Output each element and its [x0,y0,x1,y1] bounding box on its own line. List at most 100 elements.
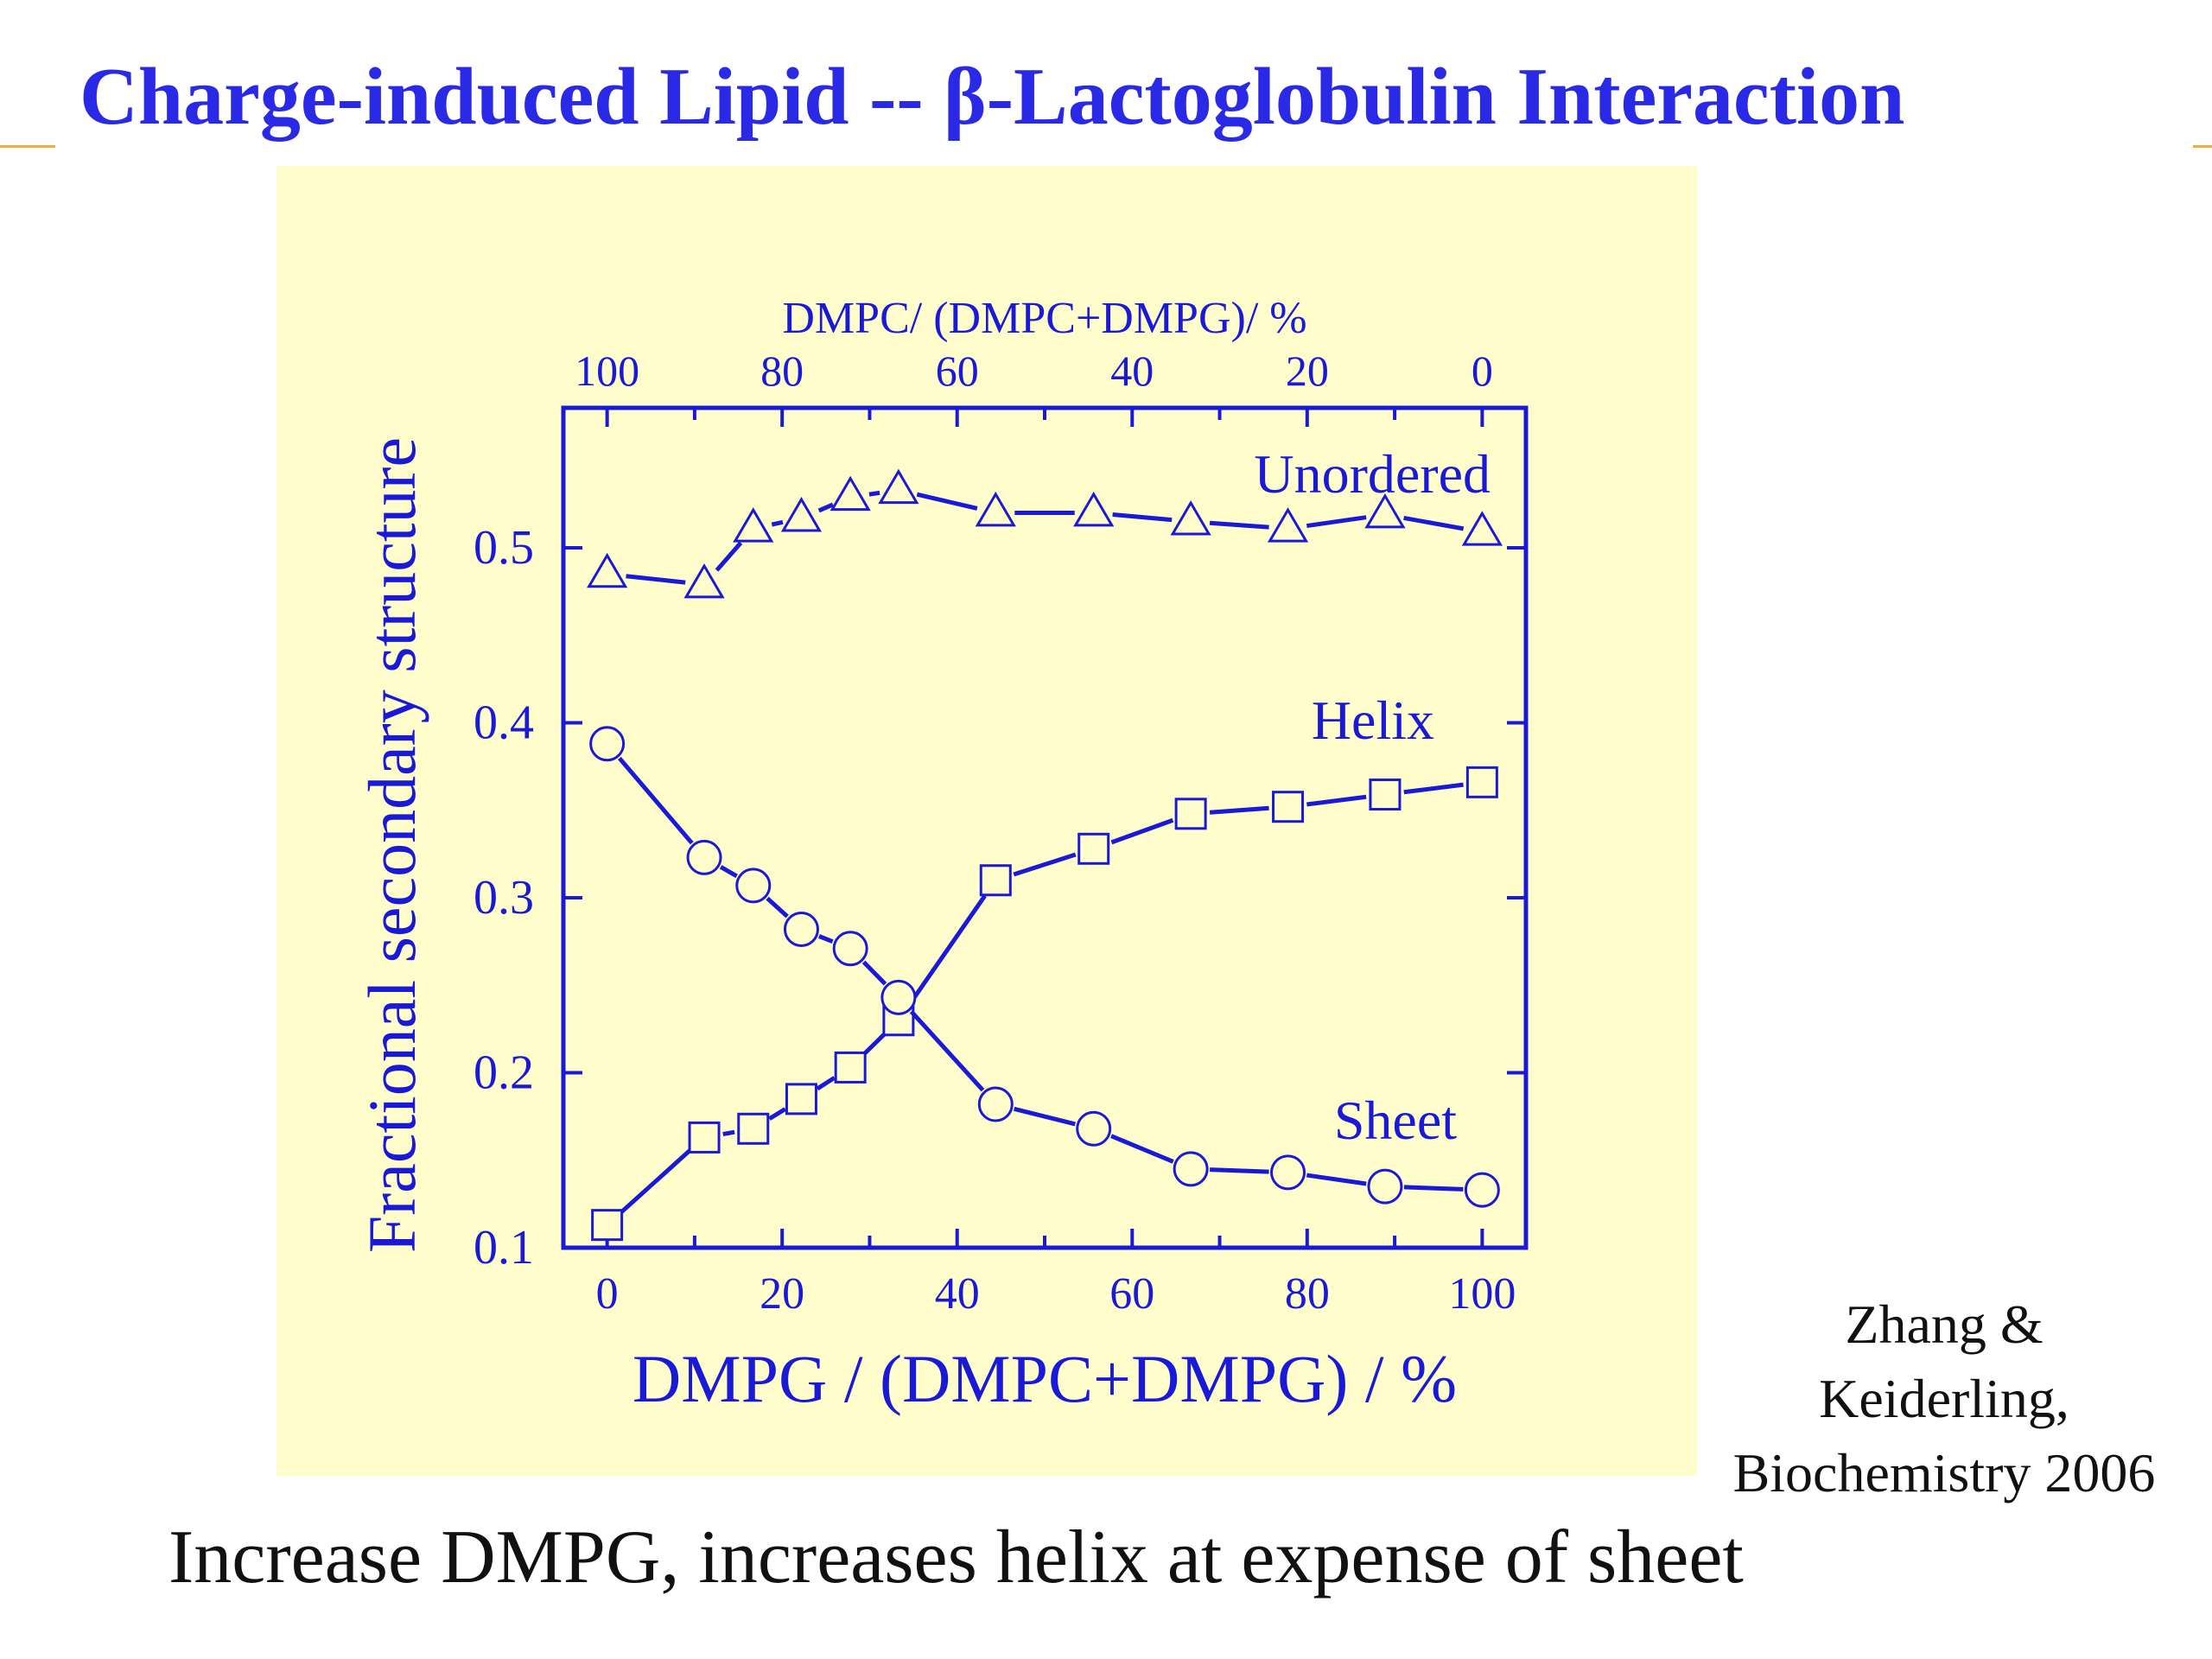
circle-marker [1270,1154,1306,1191]
citation-line-2: Keiderling, [1819,1368,2069,1429]
series-segment [768,1107,787,1121]
series-segment [907,894,987,1007]
circle-marker [880,979,917,1015]
top-axis-label: DMPC/ (DMPC+DMPG)/ % [782,294,1306,343]
series-segment [618,756,694,845]
top-x-tick-label: 100 [575,346,639,395]
series-segment [1209,805,1269,815]
square-marker [834,1051,867,1084]
circle-marker [1464,1172,1500,1208]
slide-title: Charge-induced Lipid -- β-Lactoglobulin … [79,52,1905,142]
x-tick-label: 40 [935,1269,980,1319]
square-marker [688,1121,721,1154]
series-segment [1112,512,1173,523]
series-segment [817,502,834,513]
circle-marker [1173,1151,1209,1187]
series-segment [626,574,686,585]
x-tick-label: 80 [1285,1269,1330,1319]
series-unordered: Unordered [587,443,1503,599]
circle-marker [589,726,626,762]
circle-marker [1367,1168,1403,1205]
series-segment [766,896,789,918]
citation: Zhang & Keiderling, Biochemistry 2006 [1702,1287,2186,1510]
triangle-marker [683,563,725,599]
triangle-marker [1073,491,1115,527]
series-segment [719,865,738,879]
x-tick-label: 0 [596,1269,619,1319]
chart-axes: 0 20 40 60 80 100 100 80 60 40 20 0 0.1 0.2 0.3 0.4 0.5 [474,346,1529,1319]
square-marker [785,1083,817,1116]
square-marker [1174,798,1207,830]
series-helix: Helix [591,690,1498,1242]
square-marker [1272,791,1305,823]
chart-panel [276,166,1697,1476]
square-marker [1465,766,1498,798]
series-segment [818,934,834,944]
citation-line-3: Biochemistry 2006 [1732,1442,2156,1503]
series-segment [861,960,887,986]
circle-marker [832,931,868,967]
top-x-tick-label: 80 [760,346,804,395]
square-marker [737,1112,770,1145]
y-tick-label: 0.5 [474,521,534,575]
x-tick-label: 20 [760,1269,804,1319]
series-segment [1306,515,1367,529]
series-segment [916,492,978,511]
y-tick-label: 0.1 [474,1221,534,1274]
citation-line-1: Zhang & [1845,1294,2044,1355]
series-segment [715,541,743,572]
series-segment [1306,1173,1367,1186]
y-tick-label: 0.3 [474,871,534,925]
square-marker [591,1209,624,1242]
series-segment [862,1032,887,1056]
series-segment [620,1148,692,1214]
series-segment [1110,817,1174,845]
series-segment [771,519,784,527]
series-label: Sheet [1334,1090,1457,1151]
triangle-marker [780,496,823,532]
series-segment [868,490,880,497]
top-x-tick-label: 0 [1471,346,1493,395]
title-rule-left [0,145,55,148]
square-marker [1077,832,1110,865]
series-segment [1013,852,1077,877]
top-x-tick-label: 40 [1110,346,1154,395]
series-segment [1403,1185,1464,1192]
series-segment [1403,782,1464,795]
y-tick-label: 0.2 [474,1046,534,1100]
y-axis-label: Fractional secondary structure [354,437,429,1253]
x-axis-label: DMPG / (DMPC+DMPG) / % [632,1341,1457,1416]
x-tick-label: 60 [1109,1269,1154,1319]
triangle-marker [1461,511,1503,546]
triangle-marker [975,491,1016,527]
series-segment [1014,1106,1076,1127]
series-label: Helix [1312,690,1434,751]
triangle-marker [878,468,919,505]
slide-caption: Increase DMPG, increases helix at expens… [168,1516,1744,1599]
triangle-marker [587,552,628,588]
circle-marker [783,911,819,947]
circle-marker [977,1086,1014,1122]
series-segment [1210,1167,1269,1174]
series-segment [909,1010,985,1092]
circle-marker [1076,1110,1112,1147]
top-x-tick-label: 20 [1286,346,1329,395]
series-segment [816,1076,836,1091]
series-segment [1209,520,1269,530]
circle-marker [686,839,722,875]
triangle-marker [1267,507,1309,543]
series-segment [722,1129,735,1137]
series-segment [1110,1134,1174,1164]
series-sheet: Sheet [589,726,1500,1208]
series-label: Unordered [1254,443,1491,505]
x-tick-label: 100 [1448,1269,1516,1319]
series-segment [1403,515,1465,531]
triangle-marker [733,507,774,543]
circle-marker [735,868,772,904]
square-marker [979,864,1012,897]
triangle-marker [830,475,871,512]
y-tick-label: 0.4 [474,696,534,750]
top-x-tick-label: 60 [936,346,979,395]
square-marker [1369,779,1402,811]
